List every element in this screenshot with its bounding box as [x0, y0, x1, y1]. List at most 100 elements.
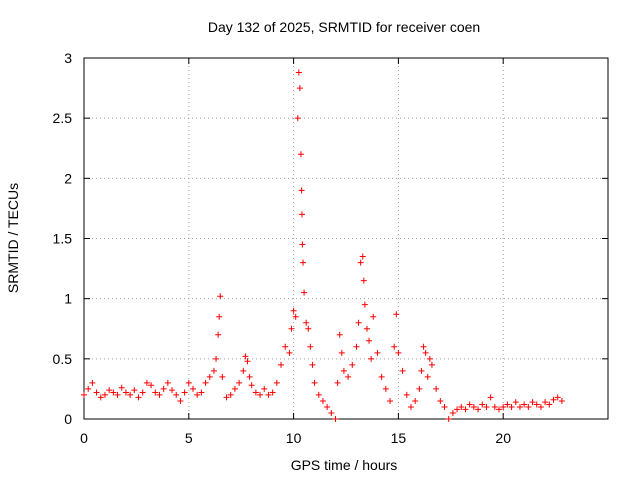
x-tick-label: 15: [391, 430, 407, 446]
data-point: [273, 379, 280, 386]
data-point: [454, 406, 461, 413]
data-point: [89, 379, 96, 386]
data-point: [508, 403, 515, 410]
data-point: [152, 389, 159, 396]
data-point: [433, 385, 440, 392]
data-point: [298, 187, 305, 194]
data-point: [236, 379, 243, 386]
data-point: [479, 401, 486, 408]
data-point: [198, 389, 205, 396]
data-point: [261, 385, 268, 392]
data-point: [181, 389, 188, 396]
data-point: [441, 403, 448, 410]
data-point: [359, 253, 366, 260]
data-point: [131, 387, 138, 394]
data-point: [437, 397, 444, 404]
data-point: [169, 387, 176, 394]
x-tick-label: 10: [286, 430, 302, 446]
data-point: [466, 401, 473, 408]
data-point: [399, 367, 406, 374]
data-point: [470, 403, 477, 410]
data-point: [295, 69, 302, 76]
data-point: [252, 389, 259, 396]
data-point: [240, 367, 247, 374]
data-point: [223, 394, 230, 401]
data-point: [127, 391, 134, 398]
data-point: [361, 301, 368, 308]
data-point: [122, 389, 129, 396]
data-point: [403, 391, 410, 398]
data-point: [418, 367, 425, 374]
data-point: [309, 361, 316, 368]
data-point: [219, 373, 226, 380]
y-tick-label: 3: [64, 50, 72, 66]
data-point: [391, 343, 398, 350]
data-point: [290, 307, 297, 314]
data-point: [487, 394, 494, 401]
data-point: [537, 403, 544, 410]
plot-frame: [83, 57, 609, 420]
data-point: [420, 343, 427, 350]
data-point: [378, 373, 385, 380]
grid-lines: [84, 58, 608, 419]
data-point: [363, 325, 370, 332]
data-point: [139, 389, 146, 396]
data-point: [118, 384, 125, 391]
data-point: [160, 385, 167, 392]
data-point: [334, 379, 341, 386]
data-point: [328, 409, 335, 416]
data-point: [265, 391, 272, 398]
y-tick-label: 0.5: [53, 351, 73, 367]
data-point: [297, 151, 304, 158]
y-tick-label: 2: [64, 170, 72, 186]
data-point: [542, 399, 549, 406]
data-point: [357, 259, 364, 266]
x-tick-label: 20: [495, 430, 511, 446]
data-point: [533, 401, 540, 408]
data-point: [338, 349, 345, 356]
data-point: [81, 391, 87, 398]
data-point: [521, 401, 528, 408]
data-point: [244, 358, 251, 365]
data-point: [374, 349, 381, 356]
data-point: [299, 241, 306, 248]
data-point: [110, 389, 117, 396]
data-point: [248, 382, 255, 389]
data-point: [206, 373, 213, 380]
data-point: [217, 293, 224, 300]
data-point: [257, 391, 264, 398]
data-point: [336, 331, 343, 338]
data-point: [278, 361, 285, 368]
data-point: [529, 399, 536, 406]
data-point: [294, 115, 301, 122]
data-point: [315, 391, 322, 398]
data-point: [177, 397, 184, 404]
data-point: [319, 397, 326, 404]
data-point: [101, 391, 108, 398]
data-point: [512, 399, 519, 406]
data-point: [213, 355, 220, 362]
data-point: [173, 391, 180, 398]
data-point: [189, 385, 196, 392]
data-point: [148, 382, 155, 389]
data-point: [360, 277, 367, 284]
data-point: [288, 325, 295, 332]
data-point: [202, 379, 209, 386]
data-point: [393, 311, 400, 318]
data-point: [366, 337, 373, 344]
data-point: [422, 349, 429, 356]
x-axis-label: GPS time / hours: [291, 457, 398, 473]
data-point: [231, 385, 238, 392]
data-point: [246, 373, 253, 380]
data-point: [525, 403, 532, 410]
data-point: [242, 353, 249, 360]
data-point: [97, 394, 104, 401]
data-point: [345, 373, 352, 380]
data-point: [301, 289, 308, 296]
data-point: [307, 343, 314, 350]
data-point: [185, 379, 192, 386]
data-point: [407, 403, 414, 410]
data-point: [424, 373, 431, 380]
data-point: [114, 391, 121, 398]
